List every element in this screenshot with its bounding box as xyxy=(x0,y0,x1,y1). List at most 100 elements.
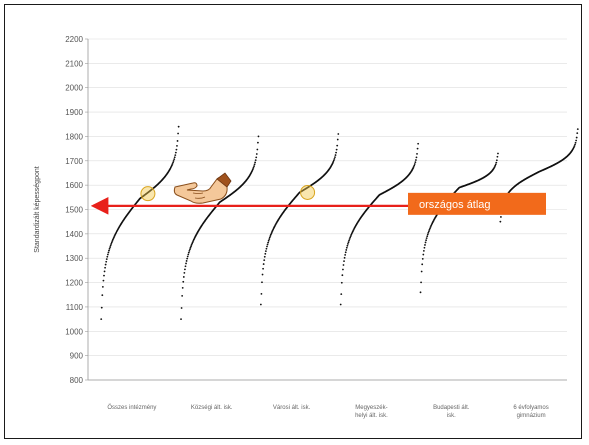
data-point xyxy=(425,237,428,240)
data-point xyxy=(104,266,106,269)
data-point xyxy=(262,267,264,270)
data-point xyxy=(416,152,418,155)
data-point xyxy=(574,141,577,144)
data-point xyxy=(576,128,579,131)
data-point xyxy=(335,148,338,151)
data-point xyxy=(499,220,502,223)
data-point xyxy=(332,160,335,163)
pointing-hand-icon xyxy=(173,172,232,204)
data-point xyxy=(180,318,182,321)
y-tick-label: 1400 xyxy=(65,230,83,239)
data-point xyxy=(426,235,429,238)
x-category-labels: Összes intézmény Községi ált. isk. Városi … xyxy=(107,404,548,419)
data-point xyxy=(107,251,110,254)
data-point xyxy=(341,274,344,277)
data-point xyxy=(422,249,425,252)
data-point xyxy=(252,168,254,171)
data-point xyxy=(262,263,265,265)
data-point xyxy=(257,135,260,138)
data-point xyxy=(500,216,502,218)
data-point xyxy=(189,246,192,249)
data-point xyxy=(106,253,109,256)
data-point xyxy=(345,246,348,249)
y-tick-label: 800 xyxy=(70,376,84,385)
data-point xyxy=(416,147,419,150)
data-point xyxy=(267,239,270,242)
data-point xyxy=(176,140,179,142)
data-points xyxy=(100,125,579,321)
highlight-marker xyxy=(140,186,156,202)
x-category-label: Községi ált. isk. xyxy=(191,405,233,411)
y-tick-label: 900 xyxy=(70,352,84,361)
data-point xyxy=(172,161,174,164)
data-point xyxy=(494,163,497,166)
y-tick-label: 2000 xyxy=(65,84,83,93)
data-point xyxy=(100,306,103,309)
data-point xyxy=(420,270,423,273)
data-point xyxy=(334,154,337,156)
data-point xyxy=(101,294,104,297)
data-point xyxy=(105,258,108,261)
data-point xyxy=(264,250,267,253)
data-point xyxy=(335,151,337,154)
data-point xyxy=(344,254,347,256)
data-point xyxy=(336,138,339,141)
data-point xyxy=(343,256,346,259)
data-point xyxy=(181,294,184,297)
y-tick-label: 2200 xyxy=(65,35,83,44)
y-tick-label: 1600 xyxy=(65,181,83,190)
data-point xyxy=(415,156,418,159)
data-point xyxy=(175,148,178,151)
data-point xyxy=(349,236,352,239)
data-point xyxy=(427,231,430,234)
data-point xyxy=(422,253,425,256)
data-point xyxy=(345,249,348,251)
y-tick-label: 1900 xyxy=(65,108,83,117)
data-point xyxy=(185,262,187,265)
data-point xyxy=(110,241,113,244)
data-point xyxy=(337,133,340,135)
data-point xyxy=(180,307,183,309)
data-point xyxy=(263,255,266,258)
data-point xyxy=(336,144,339,147)
data-point xyxy=(574,143,576,146)
data-point xyxy=(109,244,112,247)
y-tick-label: 1300 xyxy=(65,254,83,263)
data-point xyxy=(253,165,255,168)
data-point xyxy=(108,249,110,252)
data-point xyxy=(413,163,416,165)
y-tick-label: 2100 xyxy=(65,59,83,68)
x-category-label-line: 6 évfolyamos xyxy=(513,405,548,411)
x-category-label-line: Összes intézmény xyxy=(107,404,156,411)
data-point xyxy=(103,270,106,273)
data-point xyxy=(266,245,268,248)
data-point xyxy=(186,255,189,258)
x-category-label: Összes intézmény xyxy=(107,404,156,411)
data-point xyxy=(110,243,113,245)
data-point xyxy=(417,142,420,145)
data-point xyxy=(344,251,347,254)
data-point xyxy=(420,281,422,284)
x-category-label: 6 évfolyamos gimnázium xyxy=(513,405,548,419)
data-point xyxy=(334,156,336,159)
reference-callout: országos átlag xyxy=(408,192,546,215)
data-point xyxy=(253,163,256,166)
y-tick-label: 1500 xyxy=(65,206,83,215)
data-point xyxy=(340,293,343,295)
data-point xyxy=(182,280,185,283)
y-axis-label: Standardizált képességpont xyxy=(34,166,41,252)
y-tick-label: 1200 xyxy=(65,279,83,288)
data-point xyxy=(415,159,417,161)
data-point xyxy=(347,243,349,245)
data-point xyxy=(412,165,415,168)
data-point xyxy=(573,145,576,147)
data-point xyxy=(254,159,257,162)
data-point xyxy=(190,245,192,248)
data-point xyxy=(177,132,179,135)
x-category-label: Városi ált. isk. xyxy=(273,405,311,411)
data-point xyxy=(428,228,431,231)
data-point xyxy=(343,260,345,263)
data-point xyxy=(427,230,430,233)
data-point xyxy=(494,164,497,167)
data-point xyxy=(576,132,579,135)
